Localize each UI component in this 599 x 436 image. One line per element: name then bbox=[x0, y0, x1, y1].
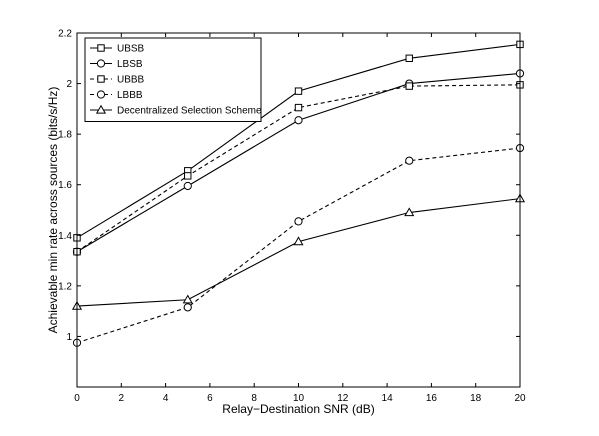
data-point bbox=[294, 103, 303, 112]
data-point bbox=[183, 181, 192, 191]
legend-entry: UBSB bbox=[90, 44, 145, 55]
data-point bbox=[294, 87, 303, 95]
legend-label: UBBB bbox=[117, 75, 145, 86]
y-tick-label: 1.8 bbox=[58, 130, 72, 141]
legend-label: LBSB bbox=[117, 59, 143, 70]
data-point bbox=[405, 54, 413, 62]
legend-entry: Decentralized Selection Scheme bbox=[90, 104, 262, 117]
legend-marker bbox=[96, 90, 106, 99]
x-tick-label: 20 bbox=[514, 393, 526, 404]
y-tick-label: 2 bbox=[66, 79, 72, 90]
data-point bbox=[294, 116, 303, 125]
x-tick-label: 12 bbox=[337, 393, 349, 404]
series-line bbox=[76, 84, 521, 253]
legend-entry: UBBB bbox=[90, 75, 145, 86]
data-point bbox=[184, 172, 192, 180]
x-tick-label: 14 bbox=[382, 393, 394, 404]
series-line bbox=[76, 147, 521, 344]
legend-marker bbox=[96, 59, 106, 68]
y-tick-label: 1.2 bbox=[58, 281, 72, 292]
data-point bbox=[183, 303, 192, 312]
legend-label: UBSB bbox=[117, 44, 145, 55]
ticks-layer: 0 2 4 6 8 10 12 14 16 18 20 1 1.2 1.4 1.6 1.8 2 2.2 bbox=[58, 29, 526, 405]
data-point bbox=[294, 217, 303, 226]
legend-box bbox=[84, 37, 262, 122]
series-decentralized-selection-scheme bbox=[71, 193, 526, 310]
legend: UBSB LBSB UBBB LBBB Decentralized Selection … bbox=[84, 37, 262, 122]
x-tick-label: 2 bbox=[119, 393, 125, 404]
y-tick-label: 1.4 bbox=[58, 231, 72, 242]
x-tick-label: 10 bbox=[293, 393, 305, 404]
legend-marker bbox=[97, 75, 105, 83]
x-tick-label: 4 bbox=[163, 393, 169, 404]
data-point bbox=[404, 207, 415, 217]
data-point bbox=[293, 236, 304, 246]
x-tick-label: 0 bbox=[74, 393, 80, 404]
x-tick-label: 8 bbox=[251, 393, 257, 404]
data-point bbox=[182, 294, 193, 304]
legend-entry: LBSB bbox=[90, 59, 143, 70]
legend-entry: LBBB bbox=[90, 90, 143, 101]
y-axis-title: Achievable min rate across sources (bits… bbox=[46, 87, 60, 334]
x-axis-title: Relay−Destination SNR (dB) bbox=[222, 402, 374, 416]
x-tick-label: 16 bbox=[426, 393, 438, 404]
data-point bbox=[405, 82, 413, 90]
legend-marker bbox=[97, 44, 105, 52]
y-tick-label: 2.2 bbox=[58, 29, 72, 40]
y-tick-label: 1.6 bbox=[58, 180, 72, 191]
legend-label: Decentralized Selection Scheme bbox=[117, 106, 262, 117]
legend-label: LBBB bbox=[117, 90, 143, 101]
y-tick-label: 1 bbox=[66, 332, 72, 343]
x-tick-label: 18 bbox=[470, 393, 482, 404]
data-point bbox=[405, 156, 414, 165]
legend-marker bbox=[95, 104, 107, 114]
x-tick-label: 6 bbox=[207, 393, 213, 404]
